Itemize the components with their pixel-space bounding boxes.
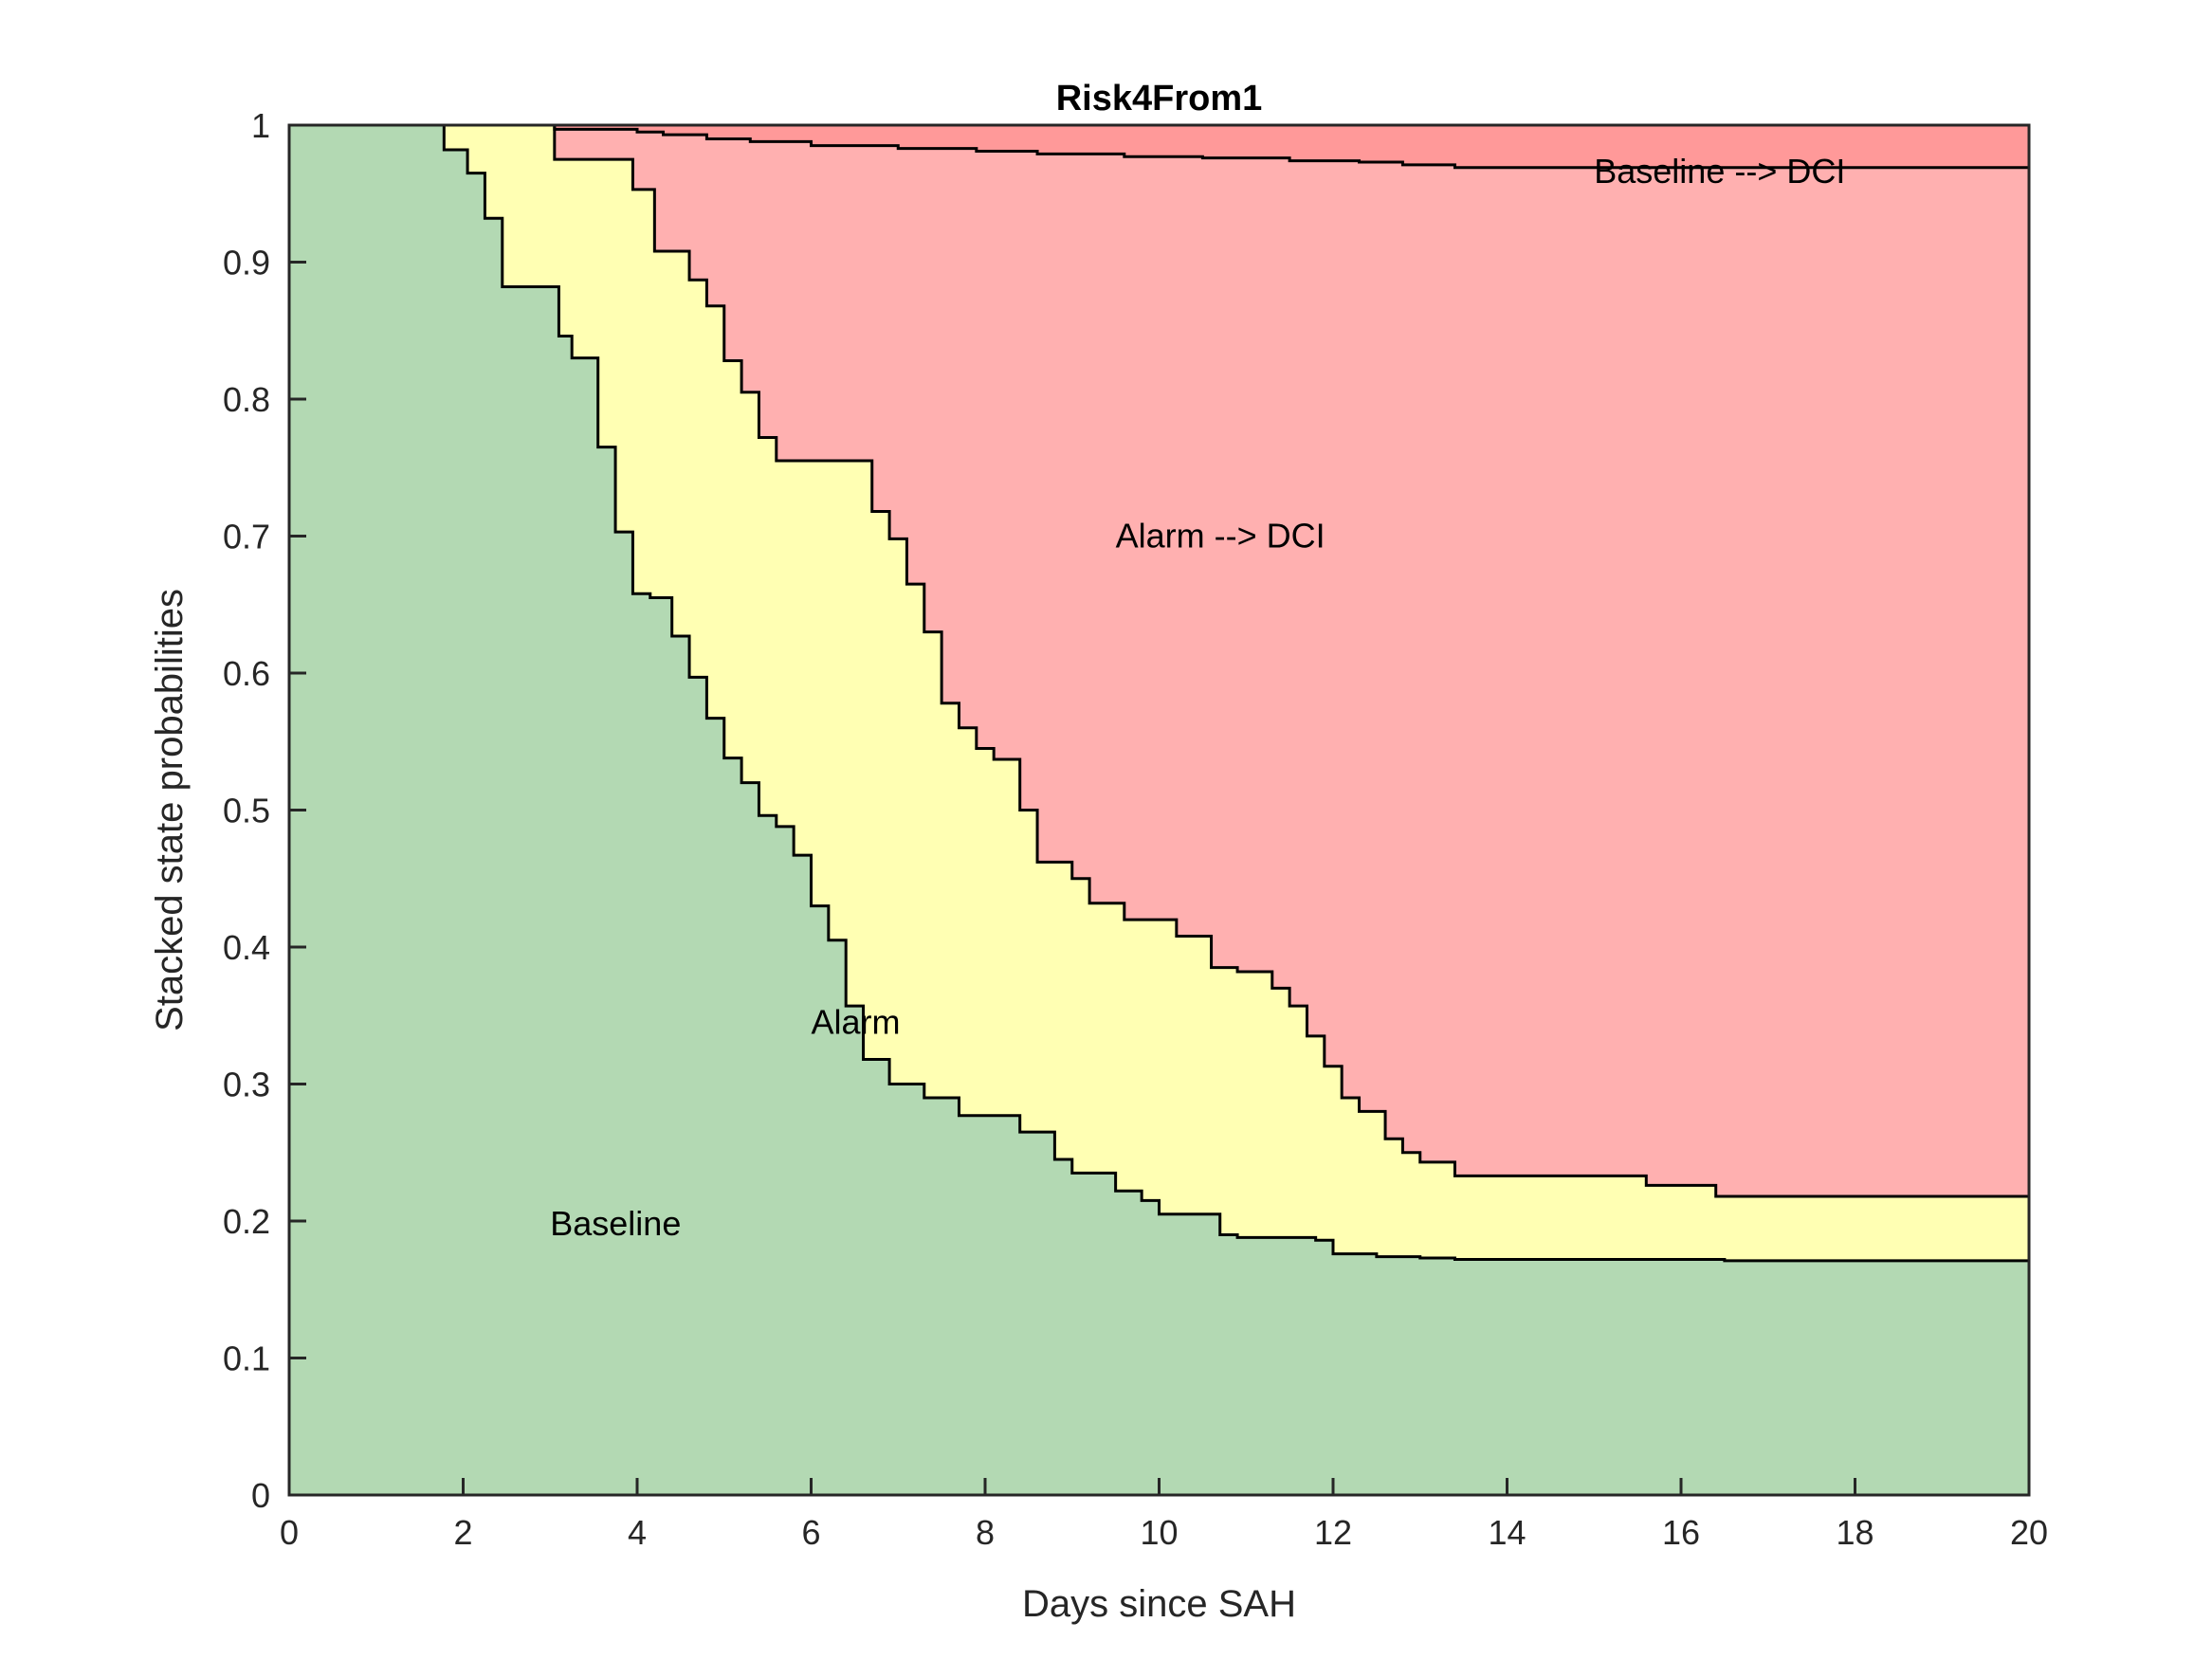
y-tick-label: 0.8 xyxy=(223,380,270,419)
boundary-alarm xyxy=(289,123,2029,1198)
x-tick-label: 8 xyxy=(976,1513,995,1552)
chart-title: Risk4From1 xyxy=(1056,79,1263,118)
region-label-baseline: Baseline xyxy=(550,1204,681,1243)
y-tick-label: 0.9 xyxy=(223,244,270,283)
x-tick-label: 0 xyxy=(280,1513,299,1552)
area-alarm-dci xyxy=(289,125,2029,1196)
y-tick-label: 0.5 xyxy=(223,792,270,830)
x-axis-label: Days since SAH xyxy=(1022,1583,1296,1625)
x-tick-label: 16 xyxy=(1662,1513,1700,1552)
area-baseline xyxy=(289,125,2029,1495)
x-tick-label: 6 xyxy=(801,1513,820,1552)
stacked-area-fills xyxy=(289,125,2029,1495)
region-labels: Baseline Alarm Alarm --> DCI Baseline --> D… xyxy=(550,152,1845,1243)
x-tick-label: 18 xyxy=(1836,1513,1874,1552)
x-tick-label: 12 xyxy=(1314,1513,1352,1552)
x-tick-label: 20 xyxy=(2010,1513,2048,1552)
region-label-baseline-dci: Baseline --> DCI xyxy=(1594,152,1845,191)
y-axis-label: Stacked state probabilities xyxy=(149,589,191,1031)
boundary-baseline xyxy=(289,123,2029,1263)
area-baseline-dci xyxy=(289,125,2029,168)
x-tick-label: 14 xyxy=(1488,1513,1526,1552)
y-tick-label: 0.4 xyxy=(223,928,270,967)
area-alarm xyxy=(289,125,2029,1261)
y-tick-label: 0.6 xyxy=(223,654,270,693)
y-tick-label: 0.3 xyxy=(223,1066,270,1104)
region-label-alarm-dci: Alarm --> DCI xyxy=(1116,517,1325,556)
boundary-alarm-dci xyxy=(289,123,2029,170)
y-tick-label: 0.7 xyxy=(223,518,270,556)
x-tick-label: 10 xyxy=(1140,1513,1178,1552)
region-label-alarm: Alarm xyxy=(812,1002,901,1041)
boundary-lines xyxy=(289,123,2029,1263)
y-axis-ticks: 0 0.1 0.2 0.3 0.4 0.5 0.6 0.7 0.8 0.9 1 xyxy=(223,106,306,1515)
x-tick-label: 4 xyxy=(628,1513,647,1552)
y-tick-label: 0 xyxy=(251,1476,270,1515)
x-axis-ticks: 0 2 4 6 8 10 12 14 16 18 20 xyxy=(280,1478,2048,1552)
y-tick-label: 0.2 xyxy=(223,1202,270,1241)
y-tick-label: 0.1 xyxy=(223,1340,270,1378)
x-tick-label: 2 xyxy=(453,1513,472,1552)
y-tick-label: 1 xyxy=(251,106,270,145)
